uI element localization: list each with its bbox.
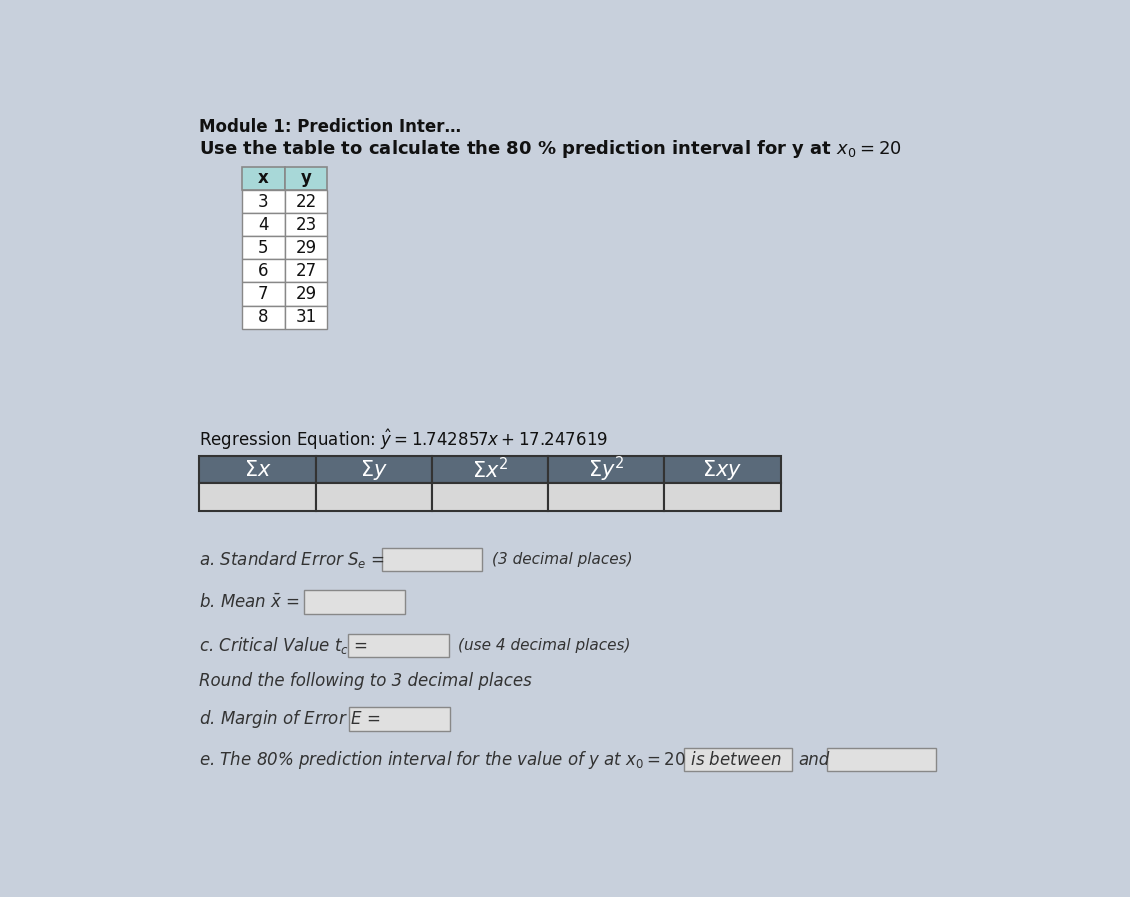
Text: (use 4 decimal places): (use 4 decimal places) [459,639,631,653]
Text: 23: 23 [295,215,316,234]
Bar [432,456,548,483]
Text: y: y [301,170,312,187]
Text: 4: 4 [258,215,269,234]
Text: d. Margin of Error $E$ =: d. Margin of Error $E$ = [199,708,381,730]
Bar [827,748,936,771]
Bar [664,483,781,511]
Bar [285,236,328,259]
Bar [382,548,483,571]
Text: 5: 5 [258,239,269,257]
Text: $\Sigma y^2$: $\Sigma y^2$ [588,455,625,484]
Bar [348,634,449,658]
Bar [285,213,328,236]
Bar [242,283,285,306]
Bar [315,456,432,483]
Text: 27: 27 [295,262,316,280]
Bar [242,213,285,236]
Bar [285,259,328,283]
Bar [285,283,328,306]
Text: 3: 3 [258,193,269,211]
Text: 22: 22 [295,193,316,211]
Bar [242,236,285,259]
Bar [285,190,328,213]
Text: Round the following to 3 decimal places: Round the following to 3 decimal places [199,672,532,691]
Bar [242,306,285,328]
Bar [285,306,328,328]
Text: 8: 8 [258,308,269,327]
Bar [242,190,285,213]
Text: e. The 80% prediction interval for the value of $y$ at $x_0 = 20$ is between: e. The 80% prediction interval for the v… [199,749,782,771]
Text: 7: 7 [258,285,269,303]
Text: b. Mean $\bar{x}$ =: b. Mean $\bar{x}$ = [199,593,301,611]
Text: and: and [799,751,829,769]
Text: 29: 29 [295,239,316,257]
Bar [684,748,792,771]
Bar [304,590,405,614]
Text: Module 1: Prediction Inter…: Module 1: Prediction Inter… [199,118,461,136]
Text: $\Sigma x^2$: $\Sigma x^2$ [472,457,508,483]
Text: c. Critical Value $t_c$ =: c. Critical Value $t_c$ = [199,635,367,657]
Bar [242,167,285,190]
Text: a. Standard Error $S_e$ =: a. Standard Error $S_e$ = [199,549,385,570]
Bar [242,259,285,283]
Bar [349,708,450,730]
Text: 29: 29 [295,285,316,303]
Bar [199,456,315,483]
Bar [199,483,315,511]
Text: Use the table to calculate the 80 % prediction interval for y at $x_0 = 20$: Use the table to calculate the 80 % pred… [199,137,902,160]
Bar [315,483,432,511]
Text: 31: 31 [295,308,316,327]
Bar [664,456,781,483]
Bar [548,483,664,511]
Bar [285,167,328,190]
Text: 6: 6 [258,262,269,280]
Text: Regression Equation: $\hat{y} = 1.742857x + 17.247619$: Regression Equation: $\hat{y} = 1.742857… [199,427,608,452]
Text: $\Sigma xy$: $\Sigma xy$ [703,457,742,482]
Text: $\Sigma y$: $\Sigma y$ [359,457,388,482]
Bar [432,483,548,511]
Bar [548,456,664,483]
Text: x: x [258,170,269,187]
Text: $\Sigma x$: $\Sigma x$ [244,459,271,480]
Text: (3 decimal places): (3 decimal places) [492,553,632,567]
